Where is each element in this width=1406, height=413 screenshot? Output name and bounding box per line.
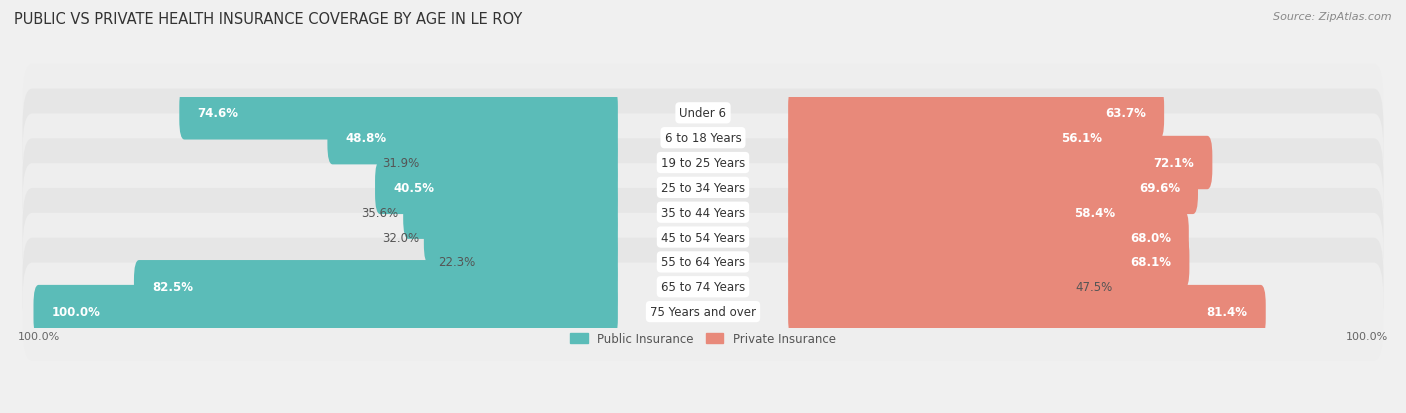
FancyBboxPatch shape — [22, 164, 1384, 262]
Text: 72.1%: 72.1% — [1153, 157, 1194, 170]
Text: 19 to 25 Years: 19 to 25 Years — [661, 157, 745, 170]
Text: 47.5%: 47.5% — [1076, 280, 1114, 294]
FancyBboxPatch shape — [180, 87, 617, 140]
FancyBboxPatch shape — [789, 112, 1121, 165]
FancyBboxPatch shape — [22, 89, 1384, 187]
FancyBboxPatch shape — [789, 261, 1071, 314]
Text: Source: ZipAtlas.com: Source: ZipAtlas.com — [1274, 12, 1392, 22]
Text: 68.0%: 68.0% — [1130, 231, 1171, 244]
Text: 58.4%: 58.4% — [1074, 206, 1115, 219]
FancyBboxPatch shape — [404, 186, 617, 240]
FancyBboxPatch shape — [423, 211, 617, 264]
FancyBboxPatch shape — [22, 139, 1384, 237]
FancyBboxPatch shape — [789, 136, 1212, 190]
Text: Under 6: Under 6 — [679, 107, 727, 120]
FancyBboxPatch shape — [789, 186, 1133, 240]
FancyBboxPatch shape — [22, 238, 1384, 336]
Text: 35 to 44 Years: 35 to 44 Years — [661, 206, 745, 219]
Text: 55 to 64 Years: 55 to 64 Years — [661, 256, 745, 269]
Text: 25 to 34 Years: 25 to 34 Years — [661, 181, 745, 195]
FancyBboxPatch shape — [789, 87, 1164, 140]
Text: 48.8%: 48.8% — [346, 132, 387, 145]
Text: 35.6%: 35.6% — [361, 206, 399, 219]
Text: 45 to 54 Years: 45 to 54 Years — [661, 231, 745, 244]
Text: 68.1%: 68.1% — [1130, 256, 1171, 269]
FancyBboxPatch shape — [22, 64, 1384, 162]
Text: 32.0%: 32.0% — [382, 231, 419, 244]
Text: 74.6%: 74.6% — [197, 107, 239, 120]
Text: 6 to 18 Years: 6 to 18 Years — [665, 132, 741, 145]
FancyBboxPatch shape — [789, 161, 1198, 215]
Text: 65 to 74 Years: 65 to 74 Years — [661, 280, 745, 294]
FancyBboxPatch shape — [789, 211, 1189, 264]
Text: 63.7%: 63.7% — [1105, 107, 1146, 120]
FancyBboxPatch shape — [375, 161, 617, 215]
FancyBboxPatch shape — [34, 285, 617, 339]
Text: 40.5%: 40.5% — [394, 181, 434, 195]
FancyBboxPatch shape — [22, 188, 1384, 287]
Text: 56.1%: 56.1% — [1062, 132, 1102, 145]
FancyBboxPatch shape — [22, 114, 1384, 212]
Text: PUBLIC VS PRIVATE HEALTH INSURANCE COVERAGE BY AGE IN LE ROY: PUBLIC VS PRIVATE HEALTH INSURANCE COVER… — [14, 12, 522, 27]
Text: 69.6%: 69.6% — [1139, 181, 1180, 195]
FancyBboxPatch shape — [479, 236, 617, 289]
FancyBboxPatch shape — [22, 214, 1384, 311]
Legend: Public Insurance, Private Insurance: Public Insurance, Private Insurance — [565, 328, 841, 350]
FancyBboxPatch shape — [134, 261, 617, 314]
FancyBboxPatch shape — [425, 136, 617, 190]
Text: 81.4%: 81.4% — [1206, 305, 1247, 318]
FancyBboxPatch shape — [22, 263, 1384, 361]
FancyBboxPatch shape — [789, 236, 1189, 289]
Text: 31.9%: 31.9% — [382, 157, 420, 170]
FancyBboxPatch shape — [789, 285, 1265, 339]
Text: 82.5%: 82.5% — [152, 280, 193, 294]
FancyBboxPatch shape — [328, 112, 617, 165]
Text: 22.3%: 22.3% — [437, 256, 475, 269]
Text: 100.0%: 100.0% — [52, 305, 100, 318]
Text: 75 Years and over: 75 Years and over — [650, 305, 756, 318]
